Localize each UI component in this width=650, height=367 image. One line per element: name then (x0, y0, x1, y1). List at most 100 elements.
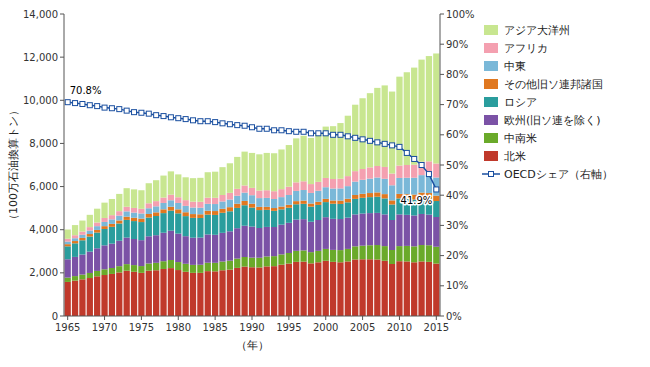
bar (131, 213, 137, 218)
bar (330, 219, 336, 250)
bar (278, 197, 284, 206)
bar (190, 178, 196, 202)
bar (190, 265, 196, 273)
bar (293, 191, 299, 201)
legend-swatch (484, 115, 498, 125)
marker (279, 128, 284, 133)
bar (286, 264, 292, 316)
bar (94, 226, 100, 230)
bar (116, 241, 122, 266)
bar (175, 234, 181, 262)
marker (286, 129, 291, 134)
bar (323, 199, 329, 202)
bar (315, 191, 321, 202)
bar (94, 233, 100, 249)
bar (175, 213, 181, 233)
bar (138, 219, 144, 222)
bar (352, 214, 358, 246)
bar (433, 196, 439, 201)
bar (308, 138, 314, 184)
bar (389, 200, 395, 204)
bar (72, 281, 78, 316)
bar (241, 205, 247, 225)
bar (352, 171, 358, 181)
bar (271, 266, 277, 316)
bar (278, 207, 284, 210)
bar (359, 214, 365, 246)
x-tick-label: 2000 (313, 322, 338, 333)
bar (367, 167, 373, 178)
bar (345, 199, 351, 203)
bar (300, 219, 306, 250)
marker (235, 123, 240, 128)
bar (168, 231, 174, 260)
bar (293, 220, 299, 251)
bar (101, 222, 107, 226)
bar (418, 214, 424, 245)
marker (272, 128, 277, 133)
bar (205, 211, 211, 215)
bar (109, 215, 115, 219)
bar (65, 278, 71, 282)
x-tick-label: 1985 (202, 322, 227, 333)
y-tick-label: 0 (52, 311, 58, 322)
bar (87, 227, 93, 230)
bar (124, 238, 130, 265)
bar (131, 265, 137, 272)
marker (95, 104, 100, 109)
bar (197, 238, 203, 265)
bar (138, 190, 144, 209)
bar (160, 213, 166, 233)
y2-tick (440, 316, 444, 317)
annotation: 41.9% (401, 195, 433, 206)
bar (109, 227, 115, 244)
bar (183, 236, 189, 264)
bar (138, 213, 144, 218)
bar (389, 220, 395, 250)
bar (124, 264, 130, 271)
bar (286, 253, 292, 264)
y2-tick (440, 134, 444, 135)
bar (168, 268, 174, 316)
bar (87, 231, 93, 234)
x-axis-label: （年） (236, 339, 269, 352)
bar (219, 270, 225, 316)
bar (72, 276, 78, 281)
bar (337, 262, 343, 316)
bar (124, 211, 130, 216)
bar (374, 192, 380, 196)
y2-tick-label: 30% (446, 220, 468, 231)
bar (212, 204, 218, 211)
marker (242, 123, 247, 128)
bar (367, 245, 373, 259)
bar (101, 218, 107, 222)
bar (345, 202, 351, 217)
bar (404, 72, 410, 165)
bar (94, 222, 100, 226)
bar (197, 273, 203, 316)
bar (249, 258, 255, 268)
bar (101, 245, 107, 269)
legend-swatch (484, 79, 498, 89)
bar (205, 234, 211, 262)
bar (286, 205, 292, 208)
bar (286, 187, 292, 195)
bar (308, 184, 314, 193)
y-tick-label: 12,000 (23, 52, 58, 63)
bar (264, 207, 270, 210)
bar (190, 238, 196, 265)
bar (109, 244, 115, 268)
bar (359, 246, 365, 260)
bar (337, 179, 343, 189)
marker (301, 129, 306, 134)
bar (433, 217, 439, 247)
bar (87, 234, 93, 236)
bar (293, 251, 299, 262)
bar (175, 203, 181, 209)
bar (116, 211, 122, 215)
bar (168, 171, 174, 194)
bar (72, 257, 78, 276)
bar-series (65, 192, 440, 246)
bar (72, 235, 78, 238)
bar (87, 278, 93, 316)
